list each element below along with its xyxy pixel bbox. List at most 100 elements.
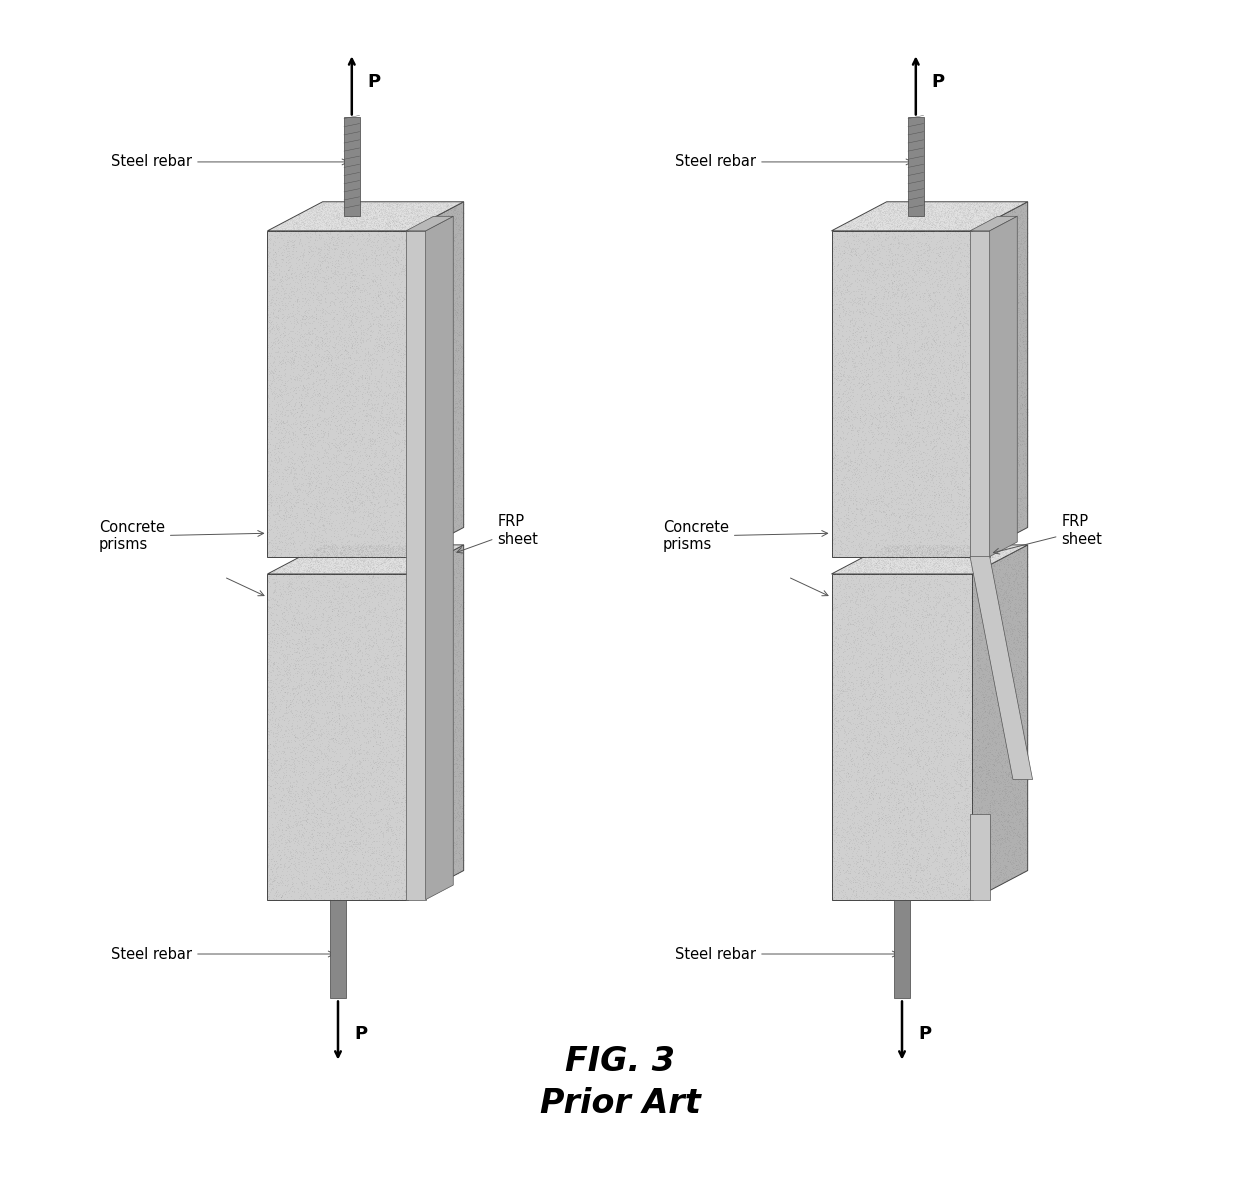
Point — [961, 425, 981, 444]
Point — [930, 559, 950, 578]
Point — [365, 540, 384, 559]
Point — [341, 310, 361, 328]
Point — [830, 546, 849, 565]
Point — [932, 641, 952, 660]
Point — [1004, 275, 1024, 294]
Point — [300, 210, 320, 228]
Point — [403, 280, 423, 299]
Point — [939, 231, 959, 250]
Point — [445, 235, 465, 254]
Point — [332, 794, 352, 813]
Point — [347, 756, 367, 774]
Point — [939, 726, 959, 745]
Point — [446, 458, 466, 477]
Point — [315, 800, 335, 819]
Point — [291, 564, 311, 583]
Point — [409, 408, 429, 427]
Point — [321, 310, 341, 328]
Point — [952, 863, 972, 882]
Point — [895, 554, 915, 573]
Point — [1017, 361, 1037, 380]
Point — [846, 218, 866, 237]
Point — [376, 248, 396, 267]
Point — [998, 277, 1018, 295]
Point — [1002, 639, 1022, 658]
Point — [392, 374, 412, 393]
Point — [321, 228, 341, 247]
Point — [852, 430, 872, 448]
Point — [1014, 811, 1034, 830]
Point — [999, 441, 1019, 460]
Point — [352, 767, 372, 786]
Point — [415, 410, 435, 428]
Point — [340, 807, 360, 826]
Point — [934, 251, 954, 270]
Point — [842, 564, 862, 583]
Point — [1013, 584, 1033, 603]
Point — [396, 829, 415, 847]
Point — [951, 669, 971, 687]
Point — [959, 680, 978, 699]
Point — [327, 561, 347, 580]
Point — [317, 557, 337, 576]
Point — [877, 201, 897, 220]
Point — [946, 514, 966, 533]
Point — [301, 206, 321, 225]
Point — [424, 777, 444, 796]
Point — [946, 415, 966, 434]
Point — [337, 408, 357, 427]
Point — [329, 499, 348, 518]
Point — [991, 616, 1011, 634]
Point — [352, 845, 372, 864]
Point — [345, 212, 365, 231]
Point — [842, 813, 862, 832]
Point — [1003, 420, 1023, 439]
Point — [972, 210, 992, 228]
Point — [889, 440, 909, 459]
Point — [430, 504, 450, 523]
Point — [445, 730, 465, 749]
Point — [288, 206, 308, 225]
Point — [918, 340, 937, 359]
Point — [419, 538, 439, 557]
Point — [453, 807, 472, 826]
Point — [857, 875, 877, 893]
Point — [298, 777, 317, 796]
Point — [841, 483, 861, 501]
Point — [304, 383, 324, 401]
Point — [392, 559, 412, 578]
Point — [972, 370, 992, 388]
Point — [397, 397, 417, 415]
Point — [864, 218, 884, 237]
Point — [436, 285, 456, 304]
Point — [434, 730, 454, 749]
Point — [417, 408, 436, 427]
Point — [432, 744, 451, 763]
Point — [999, 620, 1019, 639]
Point — [885, 308, 905, 327]
Point — [1006, 819, 1025, 838]
Point — [858, 563, 878, 581]
Point — [428, 547, 448, 566]
Point — [424, 842, 444, 860]
Point — [286, 716, 306, 734]
Point — [295, 707, 315, 726]
Point — [857, 703, 877, 722]
Point — [976, 666, 996, 685]
Point — [294, 394, 314, 413]
Point — [839, 301, 859, 320]
Point — [966, 707, 986, 726]
Point — [263, 373, 283, 392]
Point — [934, 242, 954, 261]
Point — [903, 572, 923, 591]
Point — [412, 677, 432, 696]
Point — [918, 548, 937, 567]
Point — [986, 491, 1006, 510]
Point — [445, 468, 465, 487]
Point — [955, 556, 975, 574]
Point — [399, 372, 419, 391]
Point — [427, 251, 446, 270]
Point — [407, 538, 427, 557]
Point — [889, 197, 909, 215]
Point — [1017, 560, 1037, 579]
